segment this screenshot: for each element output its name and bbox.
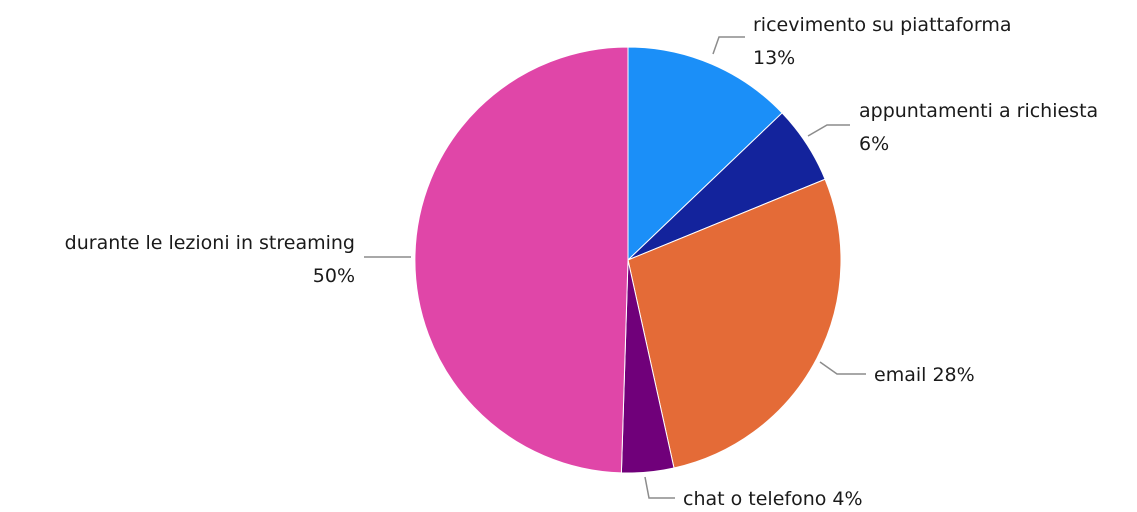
data-labels-layer: ricevimento su piattaforma 13% appuntament… — [65, 14, 1099, 510]
leader-line-1 — [712, 36, 745, 55]
leader-lines-layer — [364, 36, 866, 499]
category-label-5: durante le lezioni in streaming — [65, 232, 355, 254]
pie-slice-5 — [414, 46, 629, 474]
slices-layer — [414, 46, 842, 474]
data-label-4: chat o telefono 4% — [683, 488, 863, 510]
percent-label-1: 13% — [753, 47, 795, 69]
category-label-1: ricevimento su piattaforma — [753, 14, 1012, 36]
category-label-2: appuntamenti a richiesta — [859, 100, 1098, 122]
data-label-3: email 28% — [874, 364, 975, 386]
percent-label-5: 50% — [313, 265, 355, 287]
leader-line-4 — [644, 476, 675, 499]
percent-label-2: 6% — [859, 133, 889, 155]
pie-slice-1 — [627, 46, 783, 262]
leader-line-3 — [819, 361, 866, 375]
leader-line-2 — [807, 124, 850, 137]
pie-slice-3 — [627, 178, 842, 469]
